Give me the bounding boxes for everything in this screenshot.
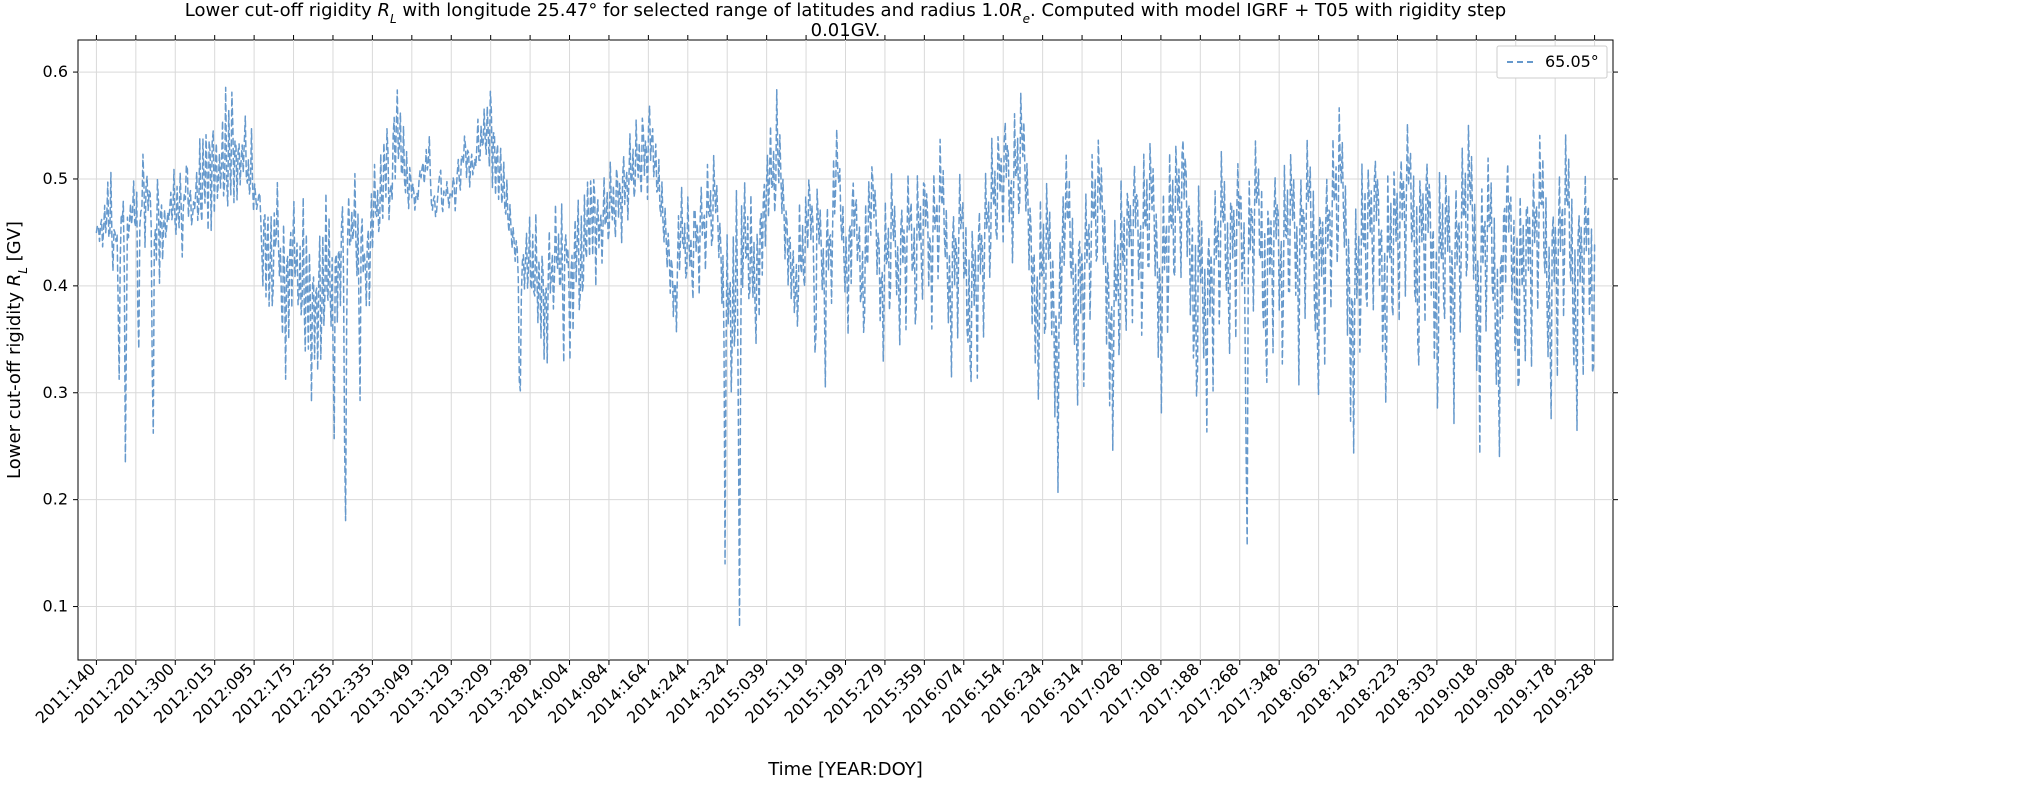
svg-text:0.2: 0.2: [43, 490, 68, 509]
svg-text:0.6: 0.6: [43, 62, 68, 81]
chart-container: Lower cut-off rigidity RL with longitude…: [0, 0, 2035, 785]
svg-text:0.1: 0.1: [43, 597, 68, 616]
chart-svg: Lower cut-off rigidity RL with longitude…: [0, 0, 2035, 785]
svg-text:Time [YEAR:DOY]: Time [YEAR:DOY]: [767, 759, 923, 780]
svg-text:0.4: 0.4: [43, 276, 68, 295]
svg-text:0.5: 0.5: [43, 169, 68, 188]
svg-text:65.05°: 65.05°: [1545, 52, 1599, 71]
svg-text:0.3: 0.3: [43, 383, 68, 402]
